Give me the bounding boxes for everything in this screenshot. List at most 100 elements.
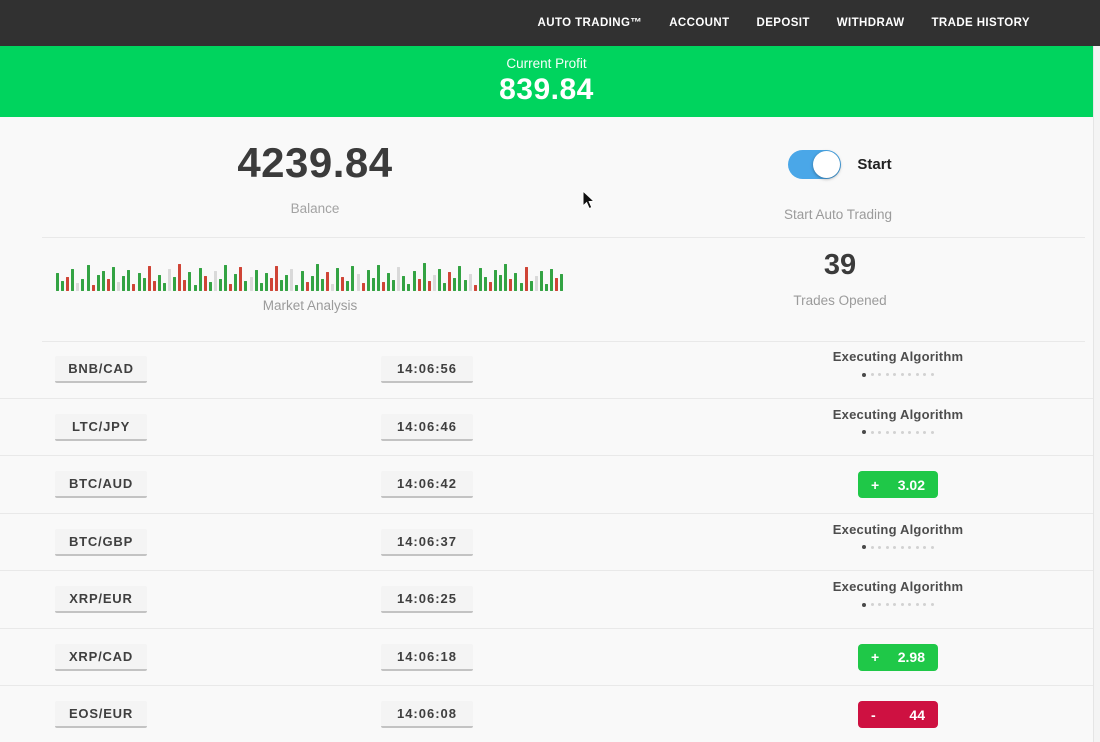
time-chip[interactable]: 14:06:08 bbox=[381, 701, 473, 728]
market-bar bbox=[112, 267, 116, 291]
time-chip[interactable]: 14:06:46 bbox=[381, 413, 473, 441]
progress-dot bbox=[923, 373, 927, 376]
trades-opened-block: 39 Trades Opened bbox=[740, 249, 940, 308]
progress-dot bbox=[930, 430, 934, 434]
pair-chip[interactable]: BNB/CAD bbox=[55, 356, 147, 383]
progress-dot bbox=[862, 430, 867, 434]
badge-sign: + bbox=[871, 649, 880, 665]
time-chip[interactable]: 14:06:42 bbox=[381, 471, 473, 498]
page-scrollbar[interactable] bbox=[1093, 46, 1100, 742]
pair-chip[interactable]: EOS/EUR bbox=[55, 701, 147, 728]
market-bar bbox=[427, 281, 431, 291]
market-bar bbox=[208, 282, 212, 291]
market-bar bbox=[504, 264, 508, 291]
current-profit-label: Current Profit bbox=[506, 56, 587, 71]
time-chip[interactable]: 14:06:56 bbox=[381, 356, 473, 383]
current-profit-value: 839.84 bbox=[499, 73, 594, 106]
market-bar bbox=[432, 275, 436, 291]
trade-row: BNB/CAD 14:06:56 Executing Algorithm bbox=[0, 341, 1093, 399]
trade-row: BTC/GBP 14:06:37 Executing Algorithm bbox=[0, 514, 1093, 571]
market-bar bbox=[259, 283, 263, 291]
market-bar bbox=[382, 282, 385, 291]
market-bar bbox=[448, 272, 452, 291]
market-bar bbox=[539, 271, 543, 291]
market-bar bbox=[101, 271, 105, 291]
badge-sign: - bbox=[871, 706, 876, 723]
market-bar bbox=[412, 271, 416, 291]
market-bar bbox=[193, 285, 197, 291]
market-bar bbox=[234, 274, 238, 291]
progress-dot bbox=[900, 430, 904, 434]
market-bar bbox=[387, 273, 391, 291]
market-bar bbox=[422, 263, 426, 291]
market-bar bbox=[483, 277, 487, 291]
nav-item-account[interactable]: ACCOUNT bbox=[669, 17, 730, 29]
nav-item-deposit[interactable]: DEPOSIT bbox=[756, 17, 810, 29]
balance-value: 4239.84 bbox=[237, 139, 393, 186]
progress-dot bbox=[893, 545, 897, 549]
progress-dot bbox=[870, 603, 874, 606]
market-bar bbox=[499, 275, 503, 291]
pair-chip[interactable]: BTC/GBP bbox=[55, 528, 147, 556]
market-bar bbox=[213, 271, 217, 291]
market-bar bbox=[280, 280, 284, 291]
pair-chip[interactable]: XRP/CAD bbox=[55, 643, 147, 671]
market-bar bbox=[453, 278, 457, 291]
market-bar bbox=[81, 279, 85, 291]
market-bar bbox=[275, 266, 279, 291]
trade-row: XRP/CAD 14:06:18 +2.98 bbox=[0, 629, 1093, 686]
start-toggle[interactable] bbox=[788, 150, 842, 179]
progress-dot bbox=[915, 373, 919, 376]
progress-dot bbox=[862, 372, 867, 377]
progress-dot bbox=[885, 603, 889, 606]
market-bar bbox=[219, 279, 222, 291]
pair-chip[interactable]: BTC/AUD bbox=[55, 471, 147, 498]
badge-sign: + bbox=[871, 476, 880, 493]
market-bar bbox=[560, 274, 564, 291]
time-chip[interactable]: 14:06:18 bbox=[381, 643, 473, 671]
executing-label: Executing Algorithm bbox=[832, 521, 964, 537]
market-bar bbox=[188, 272, 192, 291]
market-bar bbox=[66, 277, 70, 291]
executing-label: Executing Algorithm bbox=[832, 406, 964, 422]
nav-item-trade-history[interactable]: TRADE HISTORY bbox=[931, 17, 1030, 29]
market-bar bbox=[392, 280, 396, 291]
nav-item-auto-trading[interactable]: AUTO TRADING™ bbox=[537, 17, 643, 29]
trade-row: BTC/AUD 14:06:42 +3.02 bbox=[0, 456, 1093, 514]
market-bar bbox=[514, 273, 518, 291]
progress-dot bbox=[885, 373, 889, 376]
pair-chip[interactable]: LTC/JPY bbox=[55, 413, 147, 441]
market-bar bbox=[86, 265, 90, 291]
market-bar bbox=[132, 284, 136, 291]
market-bar bbox=[417, 279, 421, 291]
balance-block: 4239.84 Balance bbox=[160, 139, 470, 216]
progress-dot bbox=[915, 603, 919, 606]
progress-dot bbox=[908, 603, 912, 606]
nav-item-withdraw[interactable]: WITHDRAW bbox=[836, 17, 905, 29]
trade-row: LTC/JPY 14:06:46 Executing Algorithm bbox=[0, 399, 1093, 456]
market-bar bbox=[494, 270, 498, 291]
current-profit-banner: Current Profit 839.84 bbox=[0, 46, 1093, 117]
market-bar bbox=[168, 269, 172, 291]
market-bar bbox=[76, 283, 80, 291]
time-chip[interactable]: 14:06:37 bbox=[381, 528, 473, 556]
market-bar bbox=[244, 281, 248, 291]
executing-label: Executing Algorithm bbox=[832, 349, 964, 364]
progress-dot bbox=[878, 430, 882, 434]
market-bar bbox=[183, 280, 187, 291]
progress-dot bbox=[900, 603, 904, 606]
market-bar bbox=[402, 276, 406, 291]
market-bar bbox=[162, 283, 166, 291]
executing-status: Executing Algorithm bbox=[798, 406, 998, 434]
market-bar bbox=[331, 284, 335, 291]
market-bar bbox=[438, 269, 442, 291]
badge-value: 3.02 bbox=[897, 476, 925, 493]
progress-dot bbox=[878, 545, 882, 549]
progress-dot bbox=[915, 545, 919, 549]
start-toggle-knob[interactable] bbox=[813, 151, 841, 178]
market-bar bbox=[519, 283, 523, 291]
market-bar bbox=[106, 279, 110, 291]
market-bar bbox=[61, 281, 65, 291]
time-chip[interactable]: 14:06:25 bbox=[381, 586, 473, 613]
pair-chip[interactable]: XRP/EUR bbox=[55, 586, 147, 613]
